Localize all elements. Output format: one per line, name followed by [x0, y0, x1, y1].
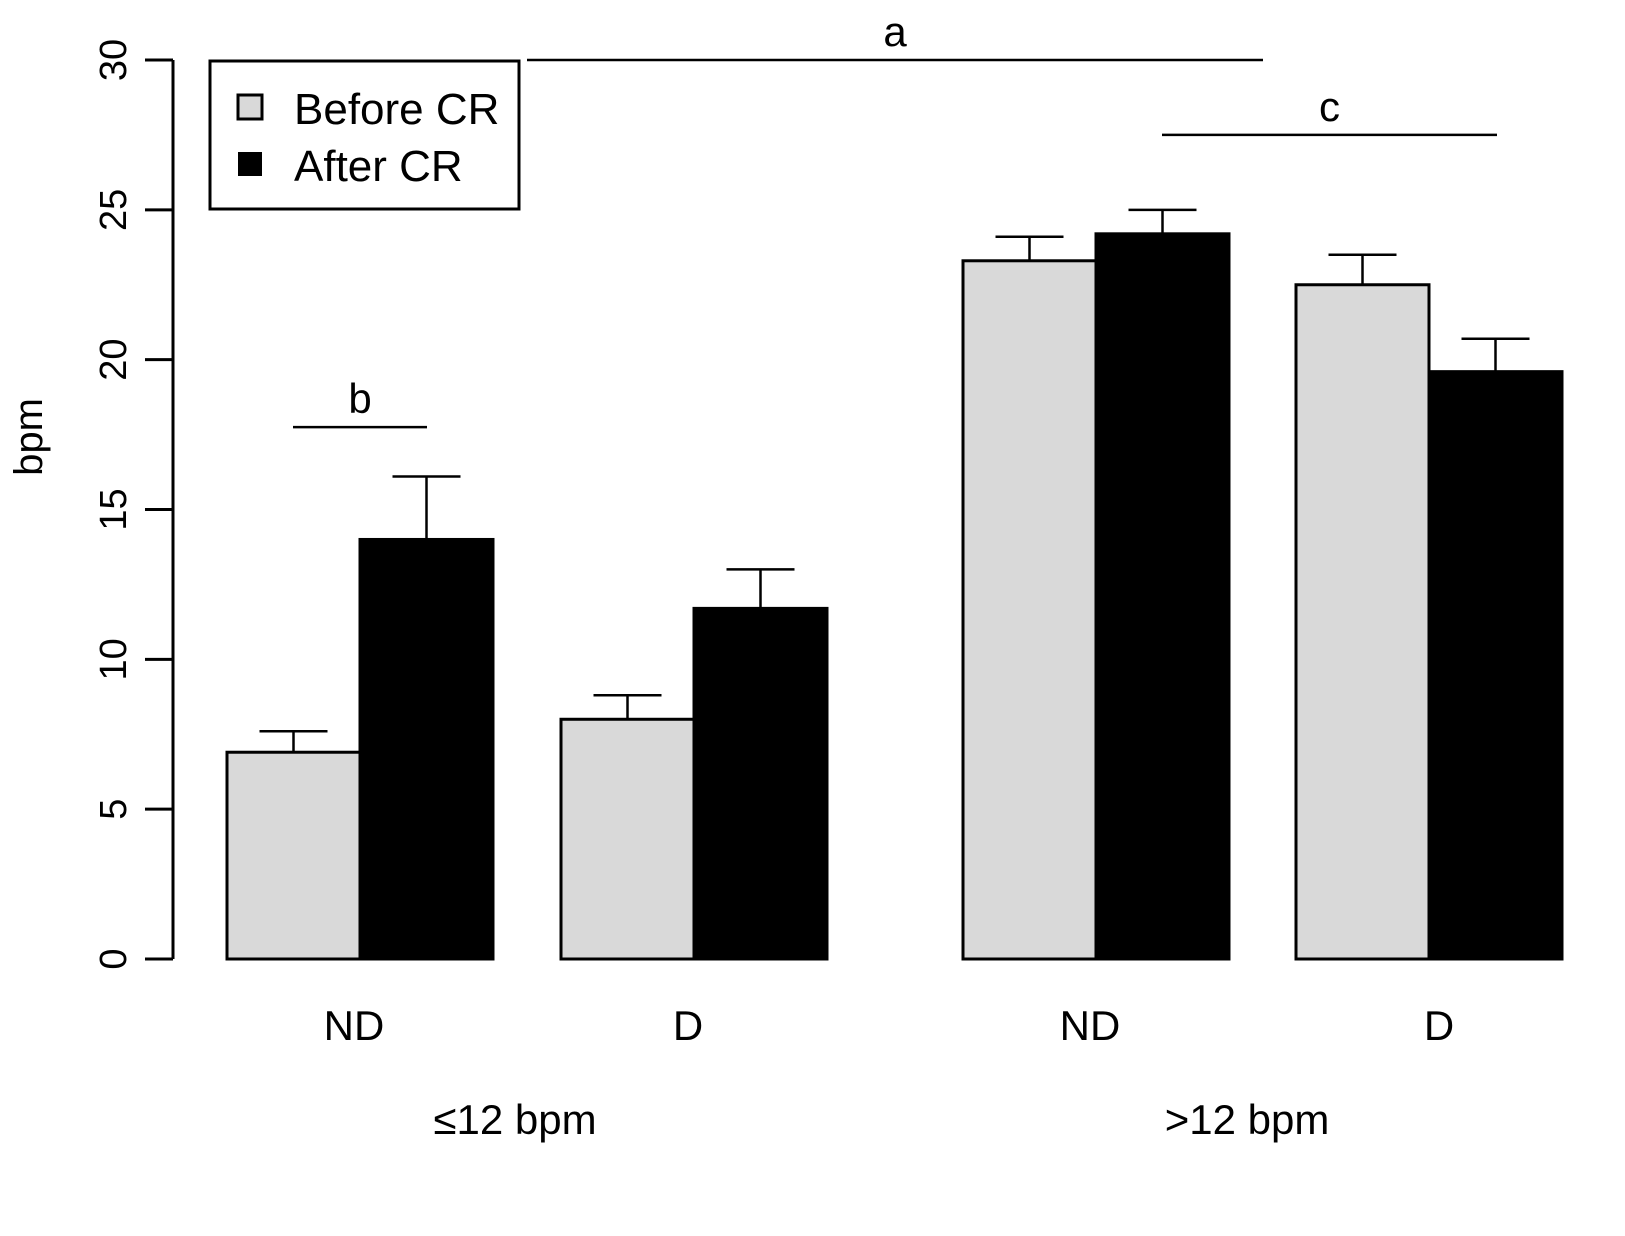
bar [1094, 232, 1231, 961]
group-label: ≤12 bpm [433, 1096, 596, 1143]
x-tick-label: D [673, 1002, 703, 1049]
annotation-label: c [1319, 83, 1340, 130]
bar [358, 537, 495, 961]
y-tick-label: 5 [93, 799, 135, 820]
y-tick-label: 10 [93, 638, 135, 680]
bar [1427, 370, 1564, 961]
bar [1294, 283, 1431, 961]
y-axis: 0 5 10 15 20 25 30 [93, 39, 175, 970]
y-axis-label: bpm [7, 398, 51, 476]
x-axis-labels: ND D ND D ≤12 bpm >12 bpm [324, 1002, 1455, 1143]
legend-swatch-before [236, 93, 264, 121]
y-tick-label: 25 [93, 189, 135, 231]
y-tick-label: 30 [93, 39, 135, 81]
bar [961, 259, 1098, 961]
y-tick-label: 0 [93, 948, 135, 969]
legend-label-before: Before CR [294, 85, 499, 134]
x-tick-label: ND [1060, 1002, 1121, 1049]
bars [225, 208, 1564, 961]
bar [692, 606, 829, 961]
x-tick-label: ND [324, 1002, 385, 1049]
legend-label-after: After CR [294, 142, 463, 191]
annotation-label: a [883, 8, 907, 55]
y-tick-label: 20 [93, 339, 135, 381]
y-tick-label: 15 [93, 488, 135, 530]
legend-swatch-after [238, 152, 262, 176]
legend: Before CR After CR [208, 59, 521, 211]
annotation-label: b [348, 375, 371, 422]
significance-annotations: a b c [293, 8, 1497, 429]
group-label: >12 bpm [1165, 1096, 1330, 1143]
bar [225, 750, 362, 961]
x-tick-label: D [1424, 1002, 1454, 1049]
bar [559, 717, 696, 961]
